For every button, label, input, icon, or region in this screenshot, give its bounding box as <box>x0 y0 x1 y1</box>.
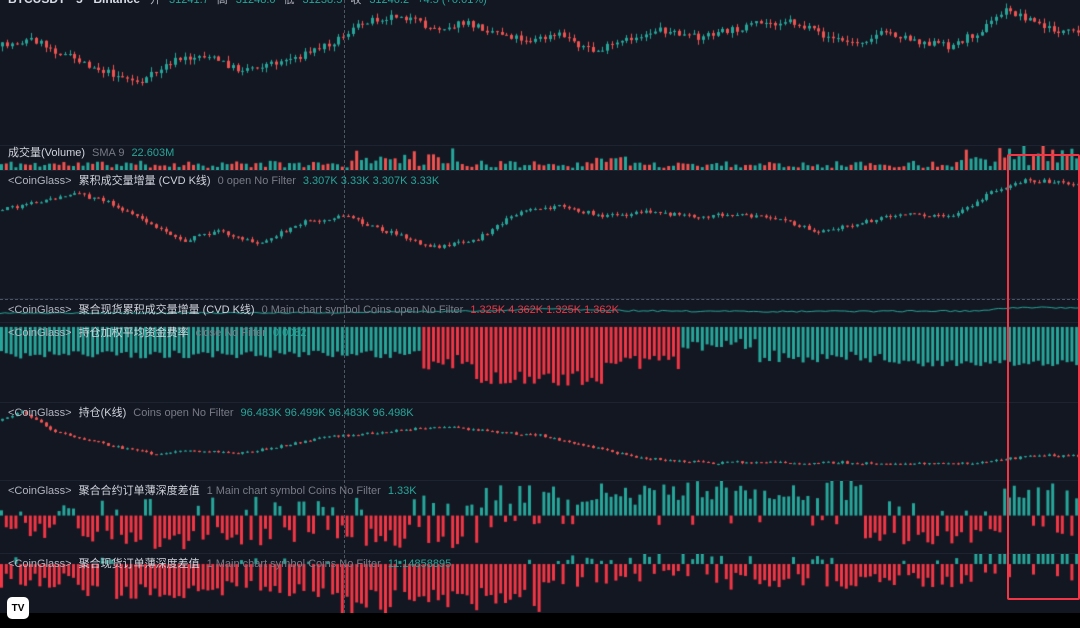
spot-depth-value: 11.14858895 <box>387 558 452 570</box>
crosshair-horizontal-line <box>0 299 1080 300</box>
spot-depth-legend: <CoinGlass> 聚合现货订单薄深度差值 1 Main chart sym… <box>8 557 451 571</box>
cvd-chart[interactable] <box>0 171 1080 298</box>
volume-legend: 成交量(Volume) SMA 9 22.603M <box>8 146 174 160</box>
pane-cvd[interactable]: <CoinGlass> 累积成交量增量 (CVD K线) 0 open No F… <box>0 170 1080 298</box>
futures-depth-indicator-title[interactable]: 聚合合约订单薄深度差值 <box>78 485 200 497</box>
coinglass-source: <CoinGlass> <box>8 304 72 316</box>
open-interest-chart[interactable] <box>0 403 1080 480</box>
funding-value: 0.0082 <box>272 327 307 339</box>
high-value: 31248.0 <box>235 0 276 6</box>
symbol-title[interactable]: BTCUSDT · 5 · Binance <box>8 0 140 6</box>
pane-volume[interactable]: 成交量(Volume) SMA 9 22.603M <box>0 145 1080 170</box>
coinglass-source: <CoinGlass> <box>8 175 72 187</box>
oi-legend: <CoinGlass> 持仓(K线) Coins open No Filter … <box>8 406 414 420</box>
pane-spot-depth[interactable]: <CoinGlass> 聚合现货订单薄深度差值 1 Main chart sym… <box>0 553 1080 613</box>
spot-cvd-params: 0 Main chart symbol Coins open No Filter <box>261 304 464 316</box>
cvd-legend: <CoinGlass> 累积成交量增量 (CVD K线) 0 open No F… <box>8 174 439 188</box>
open-value: 31241.7 <box>169 0 209 6</box>
funding-indicator-title[interactable]: 持仓加权平均资金费率 <box>78 327 189 339</box>
open-label: 开 <box>150 0 162 6</box>
cvd-params: 0 open No Filter <box>217 175 296 187</box>
coinglass-source: <CoinGlass> <box>8 485 72 497</box>
crosshair-vertical-line <box>344 0 345 613</box>
coinglass-source: <CoinGlass> <box>8 327 72 339</box>
change-value: +4.5 (+0.01%) <box>417 0 487 6</box>
futures-depth-params: 1 Main chart symbol Coins No Filter <box>206 485 381 497</box>
cvd-values: 3.307K 3.33K 3.307K 3.33K <box>302 175 440 187</box>
coinglass-source: <CoinGlass> <box>8 558 72 570</box>
funding-rate-chart[interactable] <box>0 323 1080 402</box>
pane-open-interest[interactable]: <CoinGlass> 持仓(K线) Coins open No Filter … <box>0 402 1080 480</box>
bottom-black-bar <box>0 613 1080 628</box>
ohlc-readout: 开 31241.7 高 31248.0 低 31238.5 收 31246.2 … <box>150 0 487 7</box>
pane-funding-rate[interactable]: <CoinGlass> 持仓加权平均资金费率 close No Filter 0… <box>0 322 1080 402</box>
close-label: 收 <box>350 0 362 6</box>
low-label: 低 <box>283 0 295 6</box>
price-candles-chart[interactable] <box>0 0 1080 145</box>
pane-futures-depth[interactable]: <CoinGlass> 聚合合约订单薄深度差值 1 Main chart sym… <box>0 480 1080 553</box>
tradingview-logo[interactable]: TV <box>7 597 29 619</box>
funding-legend: <CoinGlass> 持仓加权平均资金费率 close No Filter 0… <box>8 326 307 340</box>
symbol-legend: BTCUSDT · 5 · Binance 开 31241.7 高 31248.… <box>8 0 487 7</box>
spot-depth-indicator-title[interactable]: 聚合现货订单薄深度差值 <box>78 558 200 570</box>
close-value: 31246.2 <box>369 0 410 6</box>
oi-indicator-title[interactable]: 持仓(K线) <box>78 407 127 419</box>
pane-price[interactable]: BTCUSDT · 5 · Binance 开 31241.7 高 31248.… <box>0 0 1080 145</box>
cvd-indicator-title[interactable]: 累积成交量增量 (CVD K线) <box>78 175 211 187</box>
volume-value: 22.603M <box>131 147 175 159</box>
spot-depth-params: 1 Main chart symbol Coins No Filter <box>206 558 381 570</box>
coinglass-source: <CoinGlass> <box>8 407 72 419</box>
red-highlight-rectangle-annotation[interactable] <box>1007 154 1080 600</box>
spot-cvd-values: 1.325K 4.362K 1.325K 1.362K <box>470 304 619 316</box>
high-label: 高 <box>216 0 228 6</box>
volume-params: SMA 9 <box>92 147 125 159</box>
low-value: 31238.5 <box>302 0 343 6</box>
spot-cvd-legend: <CoinGlass> 聚合现货累积成交量增量 (CVD K线) 0 Main … <box>8 303 619 317</box>
spot-cvd-indicator-title[interactable]: 聚合现货累积成交量增量 (CVD K线) <box>78 304 255 316</box>
futures-depth-legend: <CoinGlass> 聚合合约订单薄深度差值 1 Main chart sym… <box>8 484 417 498</box>
pane-spot-cvd[interactable]: <CoinGlass> 聚合现货累积成交量增量 (CVD K线) 0 Main … <box>0 298 1080 322</box>
volume-bars-chart[interactable] <box>0 146 1080 170</box>
funding-params: close No Filter <box>195 327 266 339</box>
futures-depth-chart[interactable] <box>0 481 1080 553</box>
oi-values: 96.483K 96.499K 96.483K 96.498K <box>240 407 414 419</box>
spot-cvd-chart[interactable] <box>0 299 1080 322</box>
spot-depth-chart[interactable] <box>0 554 1080 613</box>
futures-depth-value: 1.33K <box>387 485 417 497</box>
volume-indicator-title[interactable]: 成交量(Volume) <box>8 147 86 159</box>
oi-params: Coins open No Filter <box>133 407 234 419</box>
